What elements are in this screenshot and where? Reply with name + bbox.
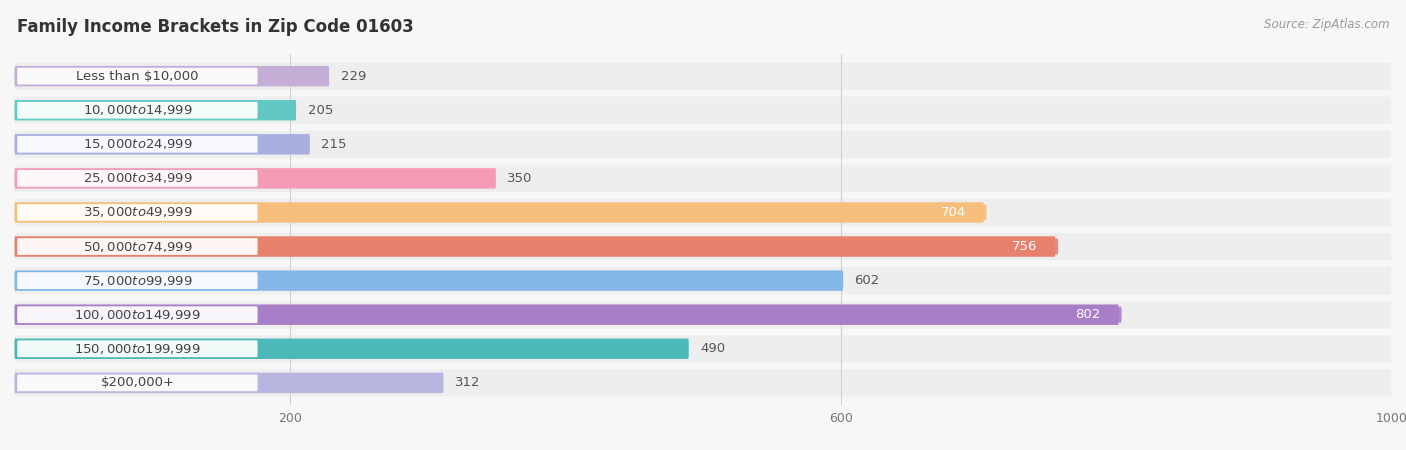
FancyBboxPatch shape <box>17 136 257 153</box>
Text: $75,000 to $99,999: $75,000 to $99,999 <box>83 274 193 288</box>
FancyBboxPatch shape <box>14 168 496 189</box>
Text: Source: ZipAtlas.com: Source: ZipAtlas.com <box>1264 18 1389 31</box>
Text: $200,000+: $200,000+ <box>100 376 174 389</box>
Text: $35,000 to $49,999: $35,000 to $49,999 <box>83 206 193 220</box>
FancyBboxPatch shape <box>14 373 443 393</box>
FancyBboxPatch shape <box>17 272 257 289</box>
Text: 350: 350 <box>508 172 533 185</box>
Text: $10,000 to $14,999: $10,000 to $14,999 <box>83 103 193 117</box>
Text: 205: 205 <box>308 104 333 117</box>
FancyBboxPatch shape <box>991 238 1059 255</box>
FancyBboxPatch shape <box>14 233 1392 260</box>
FancyBboxPatch shape <box>14 202 984 223</box>
FancyBboxPatch shape <box>920 204 987 220</box>
Text: 756: 756 <box>1012 240 1038 253</box>
FancyBboxPatch shape <box>14 100 297 121</box>
FancyBboxPatch shape <box>14 305 1119 325</box>
FancyBboxPatch shape <box>14 369 1392 396</box>
Text: 215: 215 <box>322 138 347 151</box>
Text: $25,000 to $34,999: $25,000 to $34,999 <box>83 171 193 185</box>
FancyBboxPatch shape <box>17 238 257 255</box>
Text: 312: 312 <box>456 376 481 389</box>
FancyBboxPatch shape <box>14 267 1392 294</box>
Text: 229: 229 <box>340 70 366 83</box>
FancyBboxPatch shape <box>17 68 257 85</box>
Text: $15,000 to $24,999: $15,000 to $24,999 <box>83 137 193 151</box>
FancyBboxPatch shape <box>17 374 257 391</box>
FancyBboxPatch shape <box>17 306 257 323</box>
Text: $50,000 to $74,999: $50,000 to $74,999 <box>83 239 193 253</box>
FancyBboxPatch shape <box>14 236 1056 257</box>
FancyBboxPatch shape <box>14 97 1392 124</box>
Text: Family Income Brackets in Zip Code 01603: Family Income Brackets in Zip Code 01603 <box>17 18 413 36</box>
FancyBboxPatch shape <box>14 335 1392 362</box>
FancyBboxPatch shape <box>17 170 257 187</box>
Text: 704: 704 <box>941 206 966 219</box>
FancyBboxPatch shape <box>14 63 1392 90</box>
FancyBboxPatch shape <box>14 301 1392 328</box>
FancyBboxPatch shape <box>17 102 257 119</box>
FancyBboxPatch shape <box>14 134 309 154</box>
FancyBboxPatch shape <box>14 338 689 359</box>
FancyBboxPatch shape <box>14 130 1392 158</box>
FancyBboxPatch shape <box>1054 307 1122 323</box>
Text: 602: 602 <box>855 274 880 287</box>
Text: 802: 802 <box>1076 308 1101 321</box>
Text: $100,000 to $149,999: $100,000 to $149,999 <box>75 308 201 322</box>
FancyBboxPatch shape <box>17 204 257 221</box>
FancyBboxPatch shape <box>17 340 257 357</box>
FancyBboxPatch shape <box>14 270 844 291</box>
Text: 490: 490 <box>700 342 725 355</box>
FancyBboxPatch shape <box>14 66 329 86</box>
FancyBboxPatch shape <box>14 199 1392 226</box>
Text: $150,000 to $199,999: $150,000 to $199,999 <box>75 342 201 356</box>
Text: Less than $10,000: Less than $10,000 <box>76 70 198 83</box>
FancyBboxPatch shape <box>14 165 1392 192</box>
